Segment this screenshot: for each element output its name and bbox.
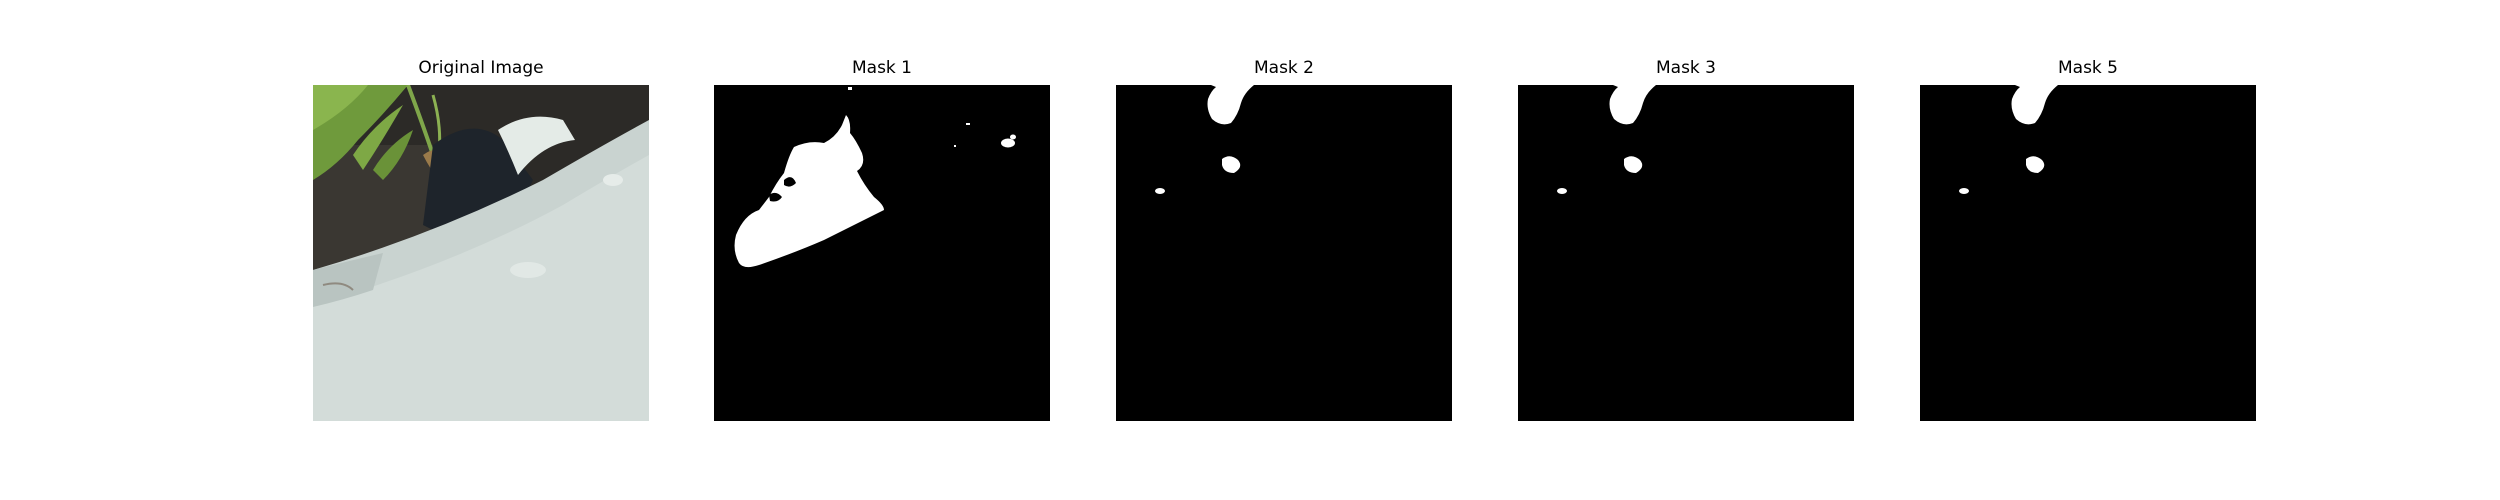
- panel-mask-3: Mask 3: [1518, 0, 1854, 500]
- panel-title: Mask 3: [1655, 58, 1716, 78]
- panel-original-image: Original Image: [313, 0, 649, 500]
- mask-5-image: [1920, 85, 2256, 421]
- panel-title: Mask 5: [2057, 58, 2118, 78]
- panel-mask-5: Mask 5: [1920, 0, 2256, 500]
- panel-title: Mask 2: [1253, 58, 1314, 78]
- panel-title: Mask 1: [851, 58, 912, 78]
- mask-1-image: [714, 85, 1050, 421]
- mask-3-image: [1518, 85, 1854, 421]
- panel-mask-1: Mask 1: [714, 0, 1050, 500]
- original-image: [313, 85, 649, 421]
- panel-mask-2: Mask 2: [1116, 0, 1452, 500]
- panel-title: Original Image: [418, 58, 544, 78]
- mask-2-image: [1116, 85, 1452, 421]
